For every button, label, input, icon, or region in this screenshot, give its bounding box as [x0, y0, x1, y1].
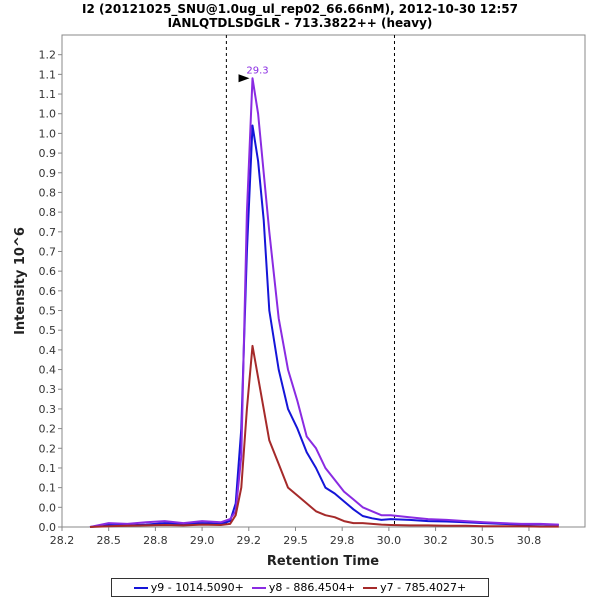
y-tick-label: 0.1 — [39, 482, 57, 495]
chart-title-line2: IANLQTDLSDGLR - 713.3822++ (heavy) — [168, 16, 433, 30]
y-tick-label: 0.8 — [39, 186, 57, 199]
y-tick-label: 0.5 — [39, 324, 57, 337]
series-layer — [89, 77, 559, 528]
y-axis-title: Intensity 10^6 — [13, 227, 28, 335]
x-tick-label: 29.0 — [190, 534, 215, 547]
y-tick-label: 0.0 — [39, 501, 57, 514]
legend-label: y9 - 1014.5090+ — [150, 581, 244, 594]
peak-label: 29.3 — [246, 65, 268, 76]
plot-area — [61, 34, 586, 528]
y-tick-label: 0.5 — [39, 305, 57, 318]
chart-title-line1: I2 (20121025_SNU@1.0ug_ul_rep02_66.66nM)… — [82, 2, 518, 17]
y-tick-label: 0.0 — [39, 521, 57, 534]
x-tick-label: 30.5 — [470, 534, 495, 547]
x-tick-label: 29.8 — [330, 534, 355, 547]
series-line — [89, 344, 559, 528]
y-axis: 0.0 0.0 0.1 0.1 0.2 0.2 0.3 0.3 0.4 0.4 0.5 0.5 0.6 0… — [39, 49, 62, 534]
y-tick-label: 0.9 — [39, 167, 57, 180]
x-tick-label: 29.5 — [283, 534, 308, 547]
y-tick-label: 0.4 — [39, 344, 57, 357]
y-tick-label: 0.6 — [39, 265, 57, 278]
legend-item: y9 - 1014.5090+ — [133, 581, 244, 594]
legend-label: y7 - 785.4027+ — [380, 581, 467, 594]
legend-item: y7 - 785.4027+ — [363, 581, 466, 594]
x-tick-label: 30.0 — [377, 534, 402, 547]
y-tick-label: 0.7 — [39, 245, 57, 258]
y-tick-label: 1.1 — [39, 68, 57, 81]
y-tick-label: 0.8 — [39, 206, 57, 219]
peak-arrow-icon — [238, 74, 250, 83]
y-tick-label: 0.7 — [39, 226, 57, 239]
y-tick-label: 0.3 — [39, 383, 57, 396]
x-axis: 28.2 28.5 28.8 29.0 29.2 29.5 29.8 30.0 30.2 30.5… — [50, 527, 541, 547]
legend-item: y8 - 886.4504+ — [251, 581, 356, 594]
legend-swatch — [363, 586, 378, 589]
x-tick-label: 30.8 — [517, 534, 542, 547]
y-tick-label: 1.1 — [39, 88, 57, 101]
y-tick-label: 0.3 — [39, 403, 57, 416]
y-tick-label: 1.0 — [39, 108, 57, 121]
peak-annotation: 29.3 — [238, 65, 269, 83]
y-tick-label: 0.4 — [39, 364, 57, 377]
legend-swatch — [133, 586, 148, 589]
legend: y9 - 1014.5090+ y8 - 886.4504+ y7 - 785.40… — [111, 578, 489, 597]
y-tick-label: 1.0 — [39, 127, 57, 140]
x-axis-title: Retention Time — [267, 554, 379, 569]
y-tick-label: 0.9 — [39, 147, 57, 160]
x-tick-label: 28.8 — [143, 534, 168, 547]
integration-boundaries — [225, 35, 395, 527]
x-tick-label: 28.5 — [96, 534, 121, 547]
legend-label: y8 - 886.4504+ — [268, 581, 356, 594]
legend-swatch — [251, 586, 266, 589]
x-tick-label: 29.2 — [237, 534, 262, 547]
y-tick-label: 0.2 — [39, 423, 57, 436]
series-line — [89, 77, 559, 528]
y-tick-label: 1.2 — [39, 49, 57, 62]
y-tick-label: 0.1 — [39, 462, 57, 475]
y-tick-label: 0.6 — [39, 285, 57, 298]
y-tick-label: 0.2 — [39, 442, 57, 455]
series-line — [89, 124, 559, 528]
x-tick-label: 28.2 — [50, 534, 75, 547]
x-tick-label: 30.2 — [423, 534, 448, 547]
